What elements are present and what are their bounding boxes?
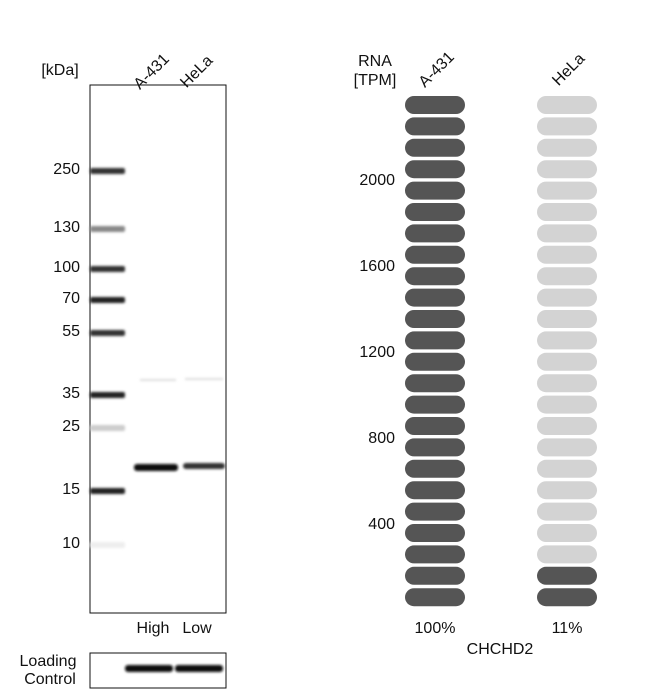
rna-pill (405, 224, 465, 243)
rna-pill (537, 203, 597, 221)
loading-bands (125, 665, 223, 672)
marker-label: 130 (53, 219, 80, 236)
percent-label: 11% (552, 620, 583, 637)
rna-pill (405, 288, 465, 307)
rna-tick-label: 1600 (359, 258, 395, 275)
ladder-band (90, 488, 125, 494)
ladder-band (90, 168, 125, 174)
rna-pill (537, 459, 597, 478)
rna-pill (537, 481, 597, 500)
rna-unit: [TPM] (354, 72, 397, 89)
rna-pill (537, 160, 597, 179)
marker-label: 35 (62, 385, 80, 402)
rna-pill (405, 588, 465, 607)
ladder (90, 168, 125, 548)
ladder-band (90, 297, 125, 303)
rna-pill (537, 438, 597, 457)
ladder-band (90, 330, 125, 336)
rna-tick-label: 1200 (359, 344, 395, 361)
marker-label: 70 (62, 290, 80, 307)
marker-label: 250 (53, 161, 80, 178)
kda-unit: [kDa] (41, 62, 78, 79)
rna-pill (537, 417, 597, 435)
rna-pill (537, 331, 597, 350)
rna-pill (537, 267, 597, 286)
level-label: Low (182, 620, 212, 637)
marker-label: 15 (62, 481, 80, 498)
rna-pill (537, 310, 597, 328)
rna-pill (405, 545, 465, 564)
marker-label: 55 (62, 323, 80, 340)
rna-pill (405, 417, 465, 435)
marker-label: 10 (62, 535, 80, 552)
ladder-band (90, 266, 125, 272)
rna-pill (537, 395, 597, 414)
rna-pill (405, 352, 465, 371)
rna-pill (405, 181, 465, 200)
percent-label: 100% (415, 620, 456, 637)
rna-pill (537, 352, 597, 371)
rna-pill (405, 374, 465, 393)
rna-pill (537, 374, 597, 393)
rna-pill (537, 245, 597, 264)
rna-pill (405, 395, 465, 414)
rna-tick-label: 2000 (359, 172, 395, 189)
rna-pill (405, 524, 465, 542)
rna-pill (405, 203, 465, 221)
sample-label: HeLa (549, 50, 588, 89)
rna-pill (405, 96, 465, 114)
rna-pill (405, 160, 465, 179)
loading-label: Control (24, 671, 76, 688)
rna-tick-label: 800 (368, 430, 395, 447)
rna-pill (405, 138, 465, 157)
rna-pill (405, 502, 465, 521)
ladder-band (90, 542, 125, 548)
rna-pill (405, 310, 465, 328)
rna-pill (405, 267, 465, 286)
rna-unit: RNA (358, 53, 392, 70)
rna-pill (537, 117, 597, 136)
rna-pill (537, 502, 597, 521)
rna-pill (405, 459, 465, 478)
rna-pill (537, 181, 597, 200)
loading-label: Loading (20, 653, 77, 670)
rna-pill (405, 481, 465, 500)
gene-label: CHCHD2 (467, 641, 534, 658)
ladder-band (90, 425, 125, 431)
rna-pill (405, 438, 465, 457)
blot-frame (89, 84, 227, 614)
rna-pill (537, 96, 597, 114)
rna-pill (537, 566, 597, 585)
rna-pill (405, 566, 465, 585)
ladder-band (90, 392, 125, 398)
level-label: High (137, 620, 170, 637)
rna-pill (537, 524, 597, 542)
ladder-band (90, 226, 125, 232)
rna-pill (537, 138, 597, 157)
rna-pill (405, 117, 465, 136)
rna-pill (405, 245, 465, 264)
rna-pill (537, 224, 597, 243)
sample-label: A-431 (416, 49, 458, 91)
rna-pill (537, 588, 597, 607)
marker-label: 25 (62, 418, 80, 435)
rna-pill (405, 331, 465, 350)
blot-bands (134, 378, 225, 471)
marker-label: 100 (53, 259, 80, 276)
rna-tick-label: 400 (368, 516, 395, 533)
rna-pill (537, 545, 597, 564)
rna-pill (537, 288, 597, 307)
